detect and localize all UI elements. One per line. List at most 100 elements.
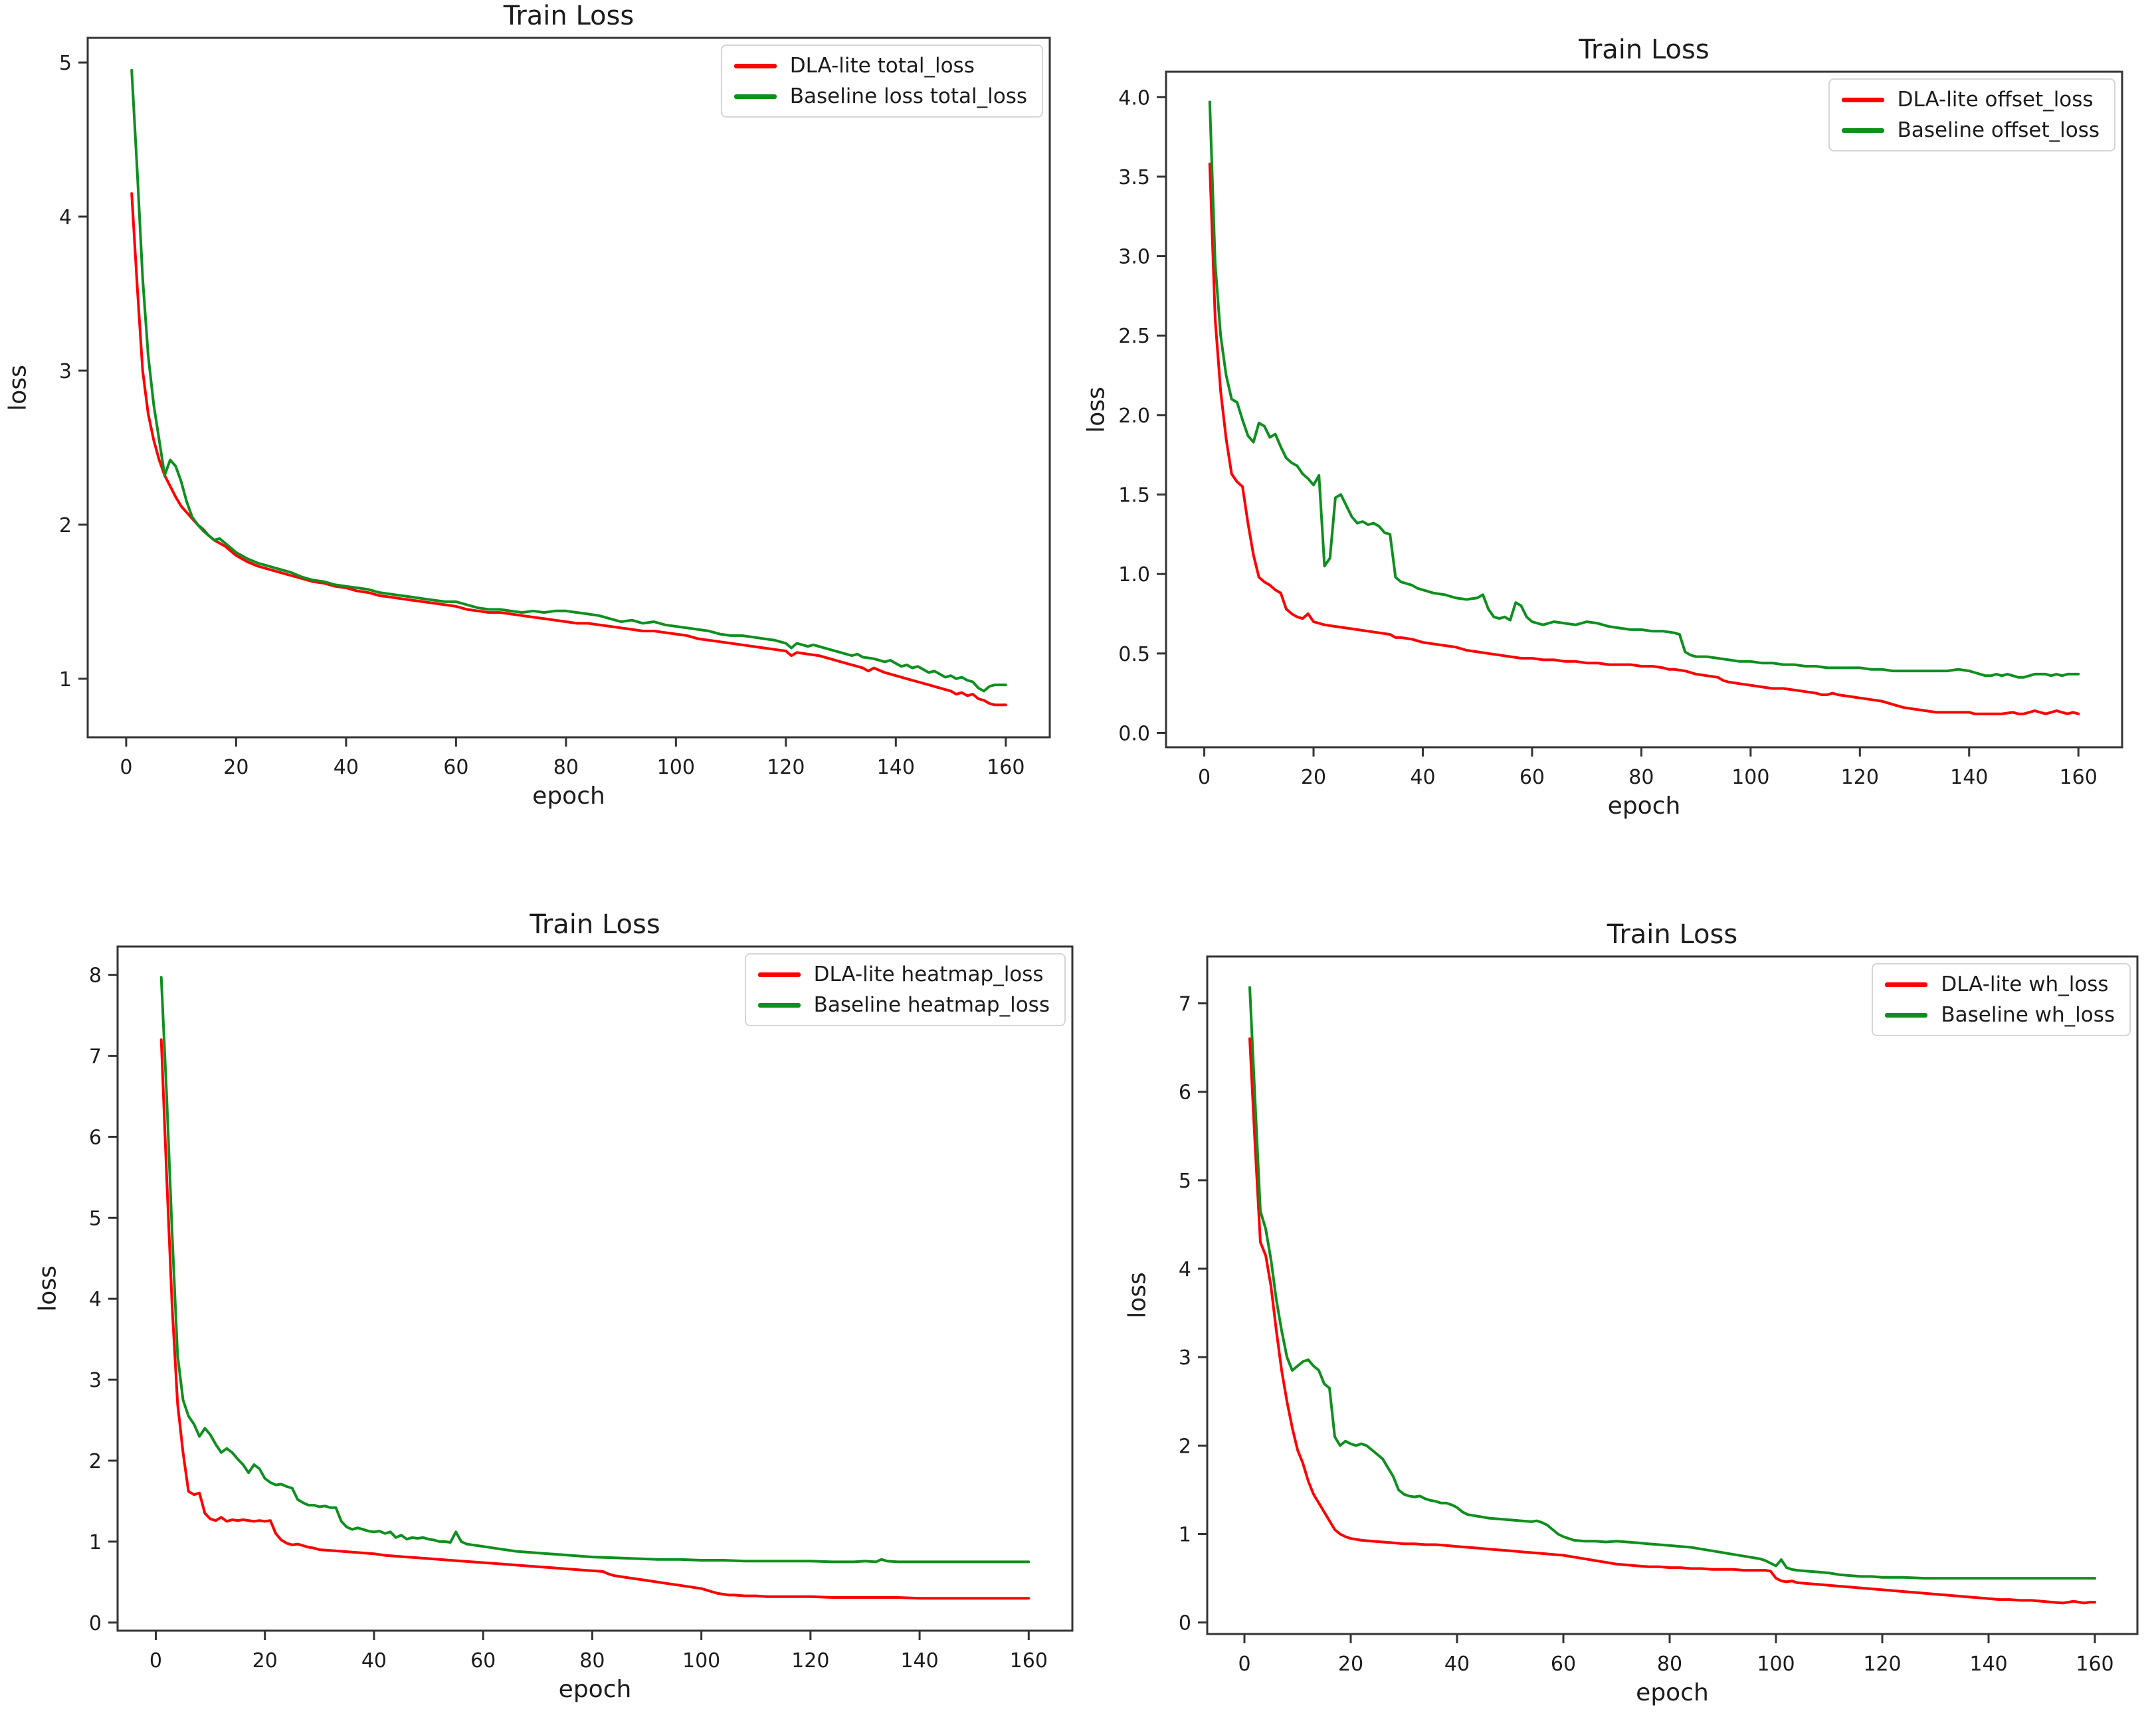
legend-box: DLA-lite heatmap_loss Baseline heatmap_l… bbox=[744, 953, 1066, 1026]
svg-text:20: 20 bbox=[252, 1649, 278, 1673]
svg-text:0: 0 bbox=[1238, 1653, 1250, 1676]
svg-text:80: 80 bbox=[579, 1649, 605, 1673]
svg-text:4: 4 bbox=[1179, 1258, 1191, 1281]
legend-label: DLA-lite wh_loss bbox=[1941, 972, 2109, 996]
svg-text:160: 160 bbox=[987, 756, 1025, 779]
x-axis-label: epoch bbox=[532, 782, 605, 810]
svg-text:120: 120 bbox=[791, 1649, 829, 1673]
legend-item: DLA-lite offset_loss bbox=[1841, 88, 2100, 112]
svg-text:0.0: 0.0 bbox=[1118, 722, 1150, 745]
legend-line-green-icon bbox=[757, 1002, 801, 1008]
legend-item: Baseline heatmap_loss bbox=[757, 993, 1050, 1017]
svg-text:5: 5 bbox=[59, 52, 72, 75]
legend-label: Baseline wh_loss bbox=[1941, 1003, 2115, 1027]
y-axis-label: loss bbox=[4, 364, 32, 411]
svg-text:0: 0 bbox=[120, 756, 132, 779]
svg-text:1.0: 1.0 bbox=[1118, 563, 1150, 587]
svg-text:80: 80 bbox=[553, 756, 579, 779]
svg-text:160: 160 bbox=[1010, 1649, 1048, 1673]
chart-total-loss: 0 20 40 60 80 100 120 140 160 1 2 3 4 5 Train Loss lo… bbox=[0, 0, 1078, 862]
svg-text:120: 120 bbox=[1841, 766, 1879, 789]
legend-label: Baseline loss total_loss bbox=[789, 84, 1027, 108]
legend-label: DLA-lite offset_loss bbox=[1897, 88, 2094, 112]
svg-text:2.0: 2.0 bbox=[1118, 405, 1150, 428]
svg-text:7: 7 bbox=[1179, 993, 1191, 1016]
chart-wh-loss: 0 20 40 60 80 100 120 140 160 0 1 2 3 4 5 6 7 Train Loss… bbox=[1078, 862, 2156, 1723]
svg-text:160: 160 bbox=[2076, 1653, 2113, 1676]
svg-text:4: 4 bbox=[59, 206, 72, 229]
svg-text:80: 80 bbox=[1657, 1653, 1682, 1676]
svg-text:40: 40 bbox=[1410, 766, 1435, 789]
svg-text:6: 6 bbox=[89, 1126, 102, 1149]
svg-text:20: 20 bbox=[1301, 766, 1326, 789]
legend-line-green-icon bbox=[1885, 1012, 1928, 1018]
legend-line-red-icon bbox=[1841, 97, 1884, 102]
legend-item: DLA-lite wh_loss bbox=[1885, 972, 2115, 996]
svg-text:0: 0 bbox=[1179, 1612, 1191, 1635]
legend-line-red-icon bbox=[734, 63, 777, 68]
legend-label: Baseline offset_loss bbox=[1897, 118, 2100, 142]
svg-text:100: 100 bbox=[682, 1649, 720, 1673]
legend-line-green-icon bbox=[1841, 128, 1884, 133]
offset-loss-plot-canvas: 0 20 40 60 80 100 120 140 160 0.0 0.5 1.0 1.5 2.0 2.5 3… bbox=[1118, 70, 2123, 789]
x-axis-label: epoch bbox=[1636, 1679, 1709, 1706]
svg-text:160: 160 bbox=[2060, 766, 2098, 789]
chart-offset-loss: 0 20 40 60 80 100 120 140 160 0.0 0.5 1.0 1.5 2.0 2.5 3… bbox=[1078, 0, 2156, 862]
svg-text:5: 5 bbox=[89, 1207, 102, 1230]
svg-text:60: 60 bbox=[1519, 766, 1545, 789]
svg-text:5: 5 bbox=[1179, 1170, 1191, 1193]
legend-label: DLA-lite heatmap_loss bbox=[813, 962, 1044, 986]
svg-text:100: 100 bbox=[1731, 766, 1769, 789]
chart-heatmap-loss: 0 20 40 60 80 100 120 140 160 0 1 2 3 4 5 6 7 8 Train Los… bbox=[0, 862, 1078, 1723]
svg-text:3.0: 3.0 bbox=[1118, 246, 1150, 269]
legend-line-red-icon bbox=[757, 972, 801, 977]
svg-text:140: 140 bbox=[877, 756, 915, 779]
svg-text:3.5: 3.5 bbox=[1118, 166, 1150, 189]
y-axis-label: loss bbox=[1082, 386, 1110, 433]
svg-text:3: 3 bbox=[89, 1369, 102, 1392]
svg-text:0.5: 0.5 bbox=[1118, 643, 1150, 666]
svg-text:3: 3 bbox=[1179, 1346, 1191, 1370]
legend-item: Baseline offset_loss bbox=[1841, 118, 2100, 142]
svg-text:140: 140 bbox=[900, 1649, 938, 1673]
svg-text:140: 140 bbox=[1950, 766, 1988, 789]
chart-title: Train Loss bbox=[503, 1, 635, 31]
svg-text:1: 1 bbox=[89, 1531, 102, 1554]
legend-box: DLA-lite offset_loss Baseline offset_los… bbox=[1828, 78, 2115, 151]
chart-title: Train Loss bbox=[530, 909, 660, 940]
y-axis-label: loss bbox=[1124, 1272, 1151, 1318]
svg-text:60: 60 bbox=[1551, 1653, 1576, 1676]
svg-text:8: 8 bbox=[89, 964, 102, 988]
legend-box: DLA-lite wh_loss Baseline wh_loss bbox=[1872, 963, 2131, 1036]
svg-text:40: 40 bbox=[334, 756, 359, 779]
legend-item: Baseline wh_loss bbox=[1885, 1003, 2115, 1027]
svg-text:2: 2 bbox=[1179, 1435, 1191, 1458]
svg-text:80: 80 bbox=[1628, 766, 1654, 789]
y-axis-label: loss bbox=[34, 1265, 62, 1312]
svg-text:120: 120 bbox=[1863, 1653, 1901, 1676]
svg-text:1.5: 1.5 bbox=[1118, 484, 1150, 507]
svg-text:2.5: 2.5 bbox=[1118, 325, 1150, 348]
legend-item: DLA-lite total_loss bbox=[734, 54, 1027, 78]
legend-item: Baseline loss total_loss bbox=[734, 84, 1027, 108]
legend-item: DLA-lite heatmap_loss bbox=[757, 962, 1050, 986]
legend-label: Baseline heatmap_loss bbox=[813, 993, 1050, 1017]
total-loss-plot-canvas: 0 20 40 60 80 100 120 140 160 1 2 3 4 5 bbox=[59, 37, 1051, 779]
svg-text:40: 40 bbox=[361, 1649, 387, 1673]
svg-text:2: 2 bbox=[59, 514, 72, 537]
chart-title: Train Loss bbox=[1579, 35, 1710, 65]
x-axis-label: epoch bbox=[1607, 792, 1681, 820]
chart-title: Train Loss bbox=[1607, 919, 1738, 950]
legend-line-green-icon bbox=[734, 94, 777, 99]
heatmap-loss-plot-canvas: 0 20 40 60 80 100 120 140 160 0 1 2 3 4 5 6 7 8 bbox=[89, 945, 1074, 1673]
svg-text:4: 4 bbox=[89, 1288, 102, 1311]
svg-text:40: 40 bbox=[1444, 1653, 1470, 1676]
svg-text:100: 100 bbox=[1757, 1653, 1795, 1676]
svg-text:100: 100 bbox=[657, 756, 695, 779]
x-axis-label: epoch bbox=[558, 1676, 632, 1703]
wh-loss-plot-canvas: 0 20 40 60 80 100 120 140 160 0 1 2 3 4 5 6 7 bbox=[1179, 955, 2139, 1676]
legend-box: DLA-lite total_loss Baseline loss total_… bbox=[720, 45, 1043, 118]
svg-text:20: 20 bbox=[223, 756, 248, 779]
svg-text:7: 7 bbox=[89, 1045, 102, 1069]
svg-text:60: 60 bbox=[470, 1649, 496, 1673]
